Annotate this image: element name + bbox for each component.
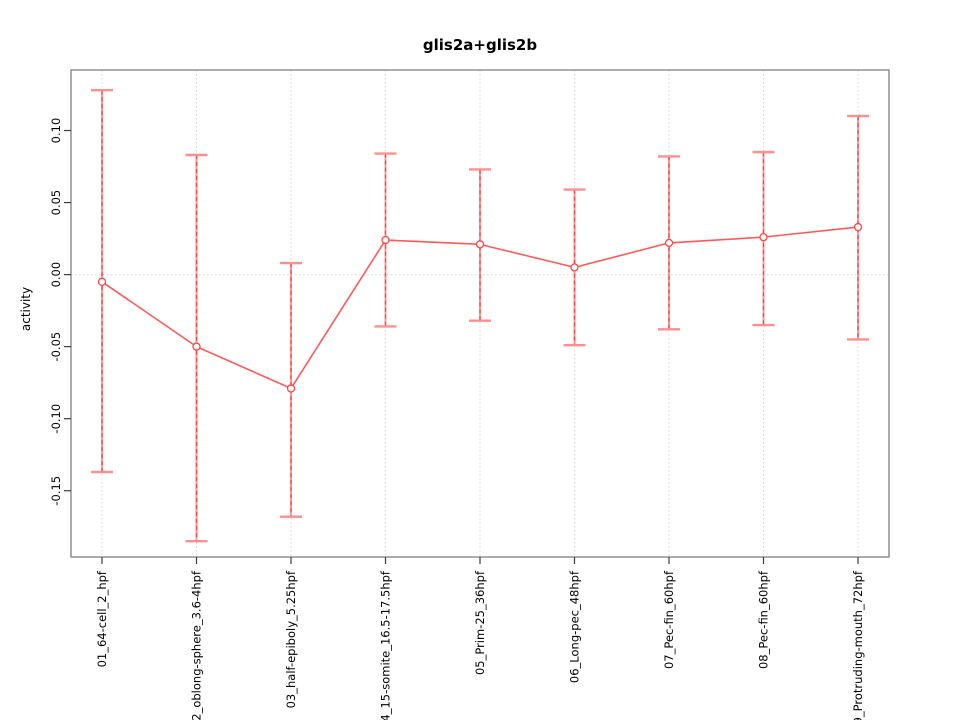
data-point [570, 263, 579, 272]
x-tick-label: 01_64-cell_2_hpf [95, 570, 109, 667]
y-tick-label: 0.05 [49, 190, 63, 216]
chart-title: glis2a+glis2b [422, 36, 538, 54]
data-point [286, 384, 296, 393]
x-tick-label: 07_Pec-fin_60hpf [662, 570, 676, 669]
y-tick-label: 0.00 [49, 262, 63, 288]
data-point [192, 342, 201, 351]
data-point [475, 240, 485, 249]
y-tick-label: 0.10 [49, 118, 63, 144]
data-point [759, 232, 768, 242]
x-tick-label: 04_15-somite_16.5-17.5hpf [378, 570, 392, 720]
data-point [853, 222, 863, 232]
x-tick-label: 03_half-epiboly_5.25hpf [284, 570, 298, 708]
x-tick-label: 02_oblong-sphere_3.6-4hpf [189, 570, 203, 720]
x-tick-label: 05_Prim-25_36hpf [473, 570, 487, 675]
x-tick-label: 06_Long-pec_48hpf [567, 570, 581, 683]
y-tick-label: -0.10 [49, 404, 63, 434]
data-point [381, 235, 390, 245]
x-tick-label: 08_Pec-fin_60hpf [756, 570, 770, 669]
data-point [97, 277, 107, 286]
data-point [664, 238, 674, 248]
y-tick-label: -0.15 [49, 476, 63, 506]
x-tick-label: 09_Protruding-mouth_72hpf [851, 570, 865, 720]
y-tick-label: -0.05 [49, 332, 63, 362]
